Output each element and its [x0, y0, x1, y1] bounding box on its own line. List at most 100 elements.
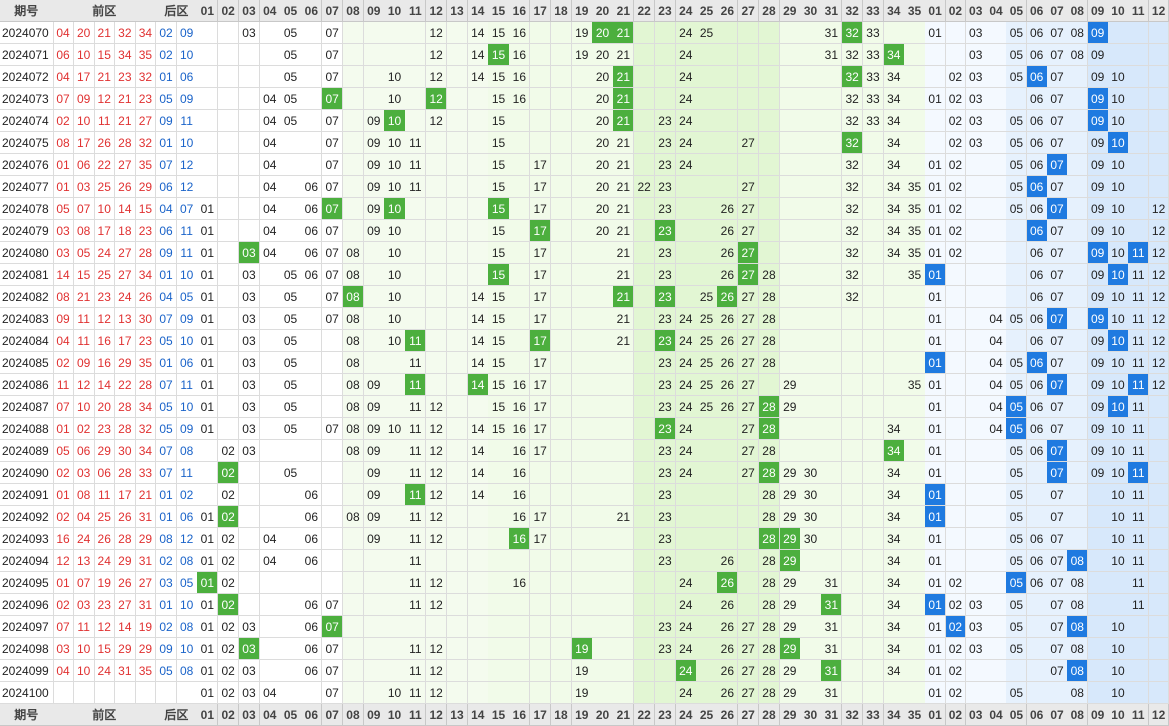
front-zone-cell: [426, 220, 448, 242]
front-zone-cell: 04: [259, 88, 281, 110]
front-zone-cell: [322, 484, 344, 506]
front-zone-cell: [301, 132, 323, 154]
front-zone-cell: [862, 418, 885, 440]
table-row: 2024085 02 09 16 29 35 01 06 01 03 05 08 11 14 15 17 23 2…: [0, 352, 1169, 374]
back-number: 02: [156, 616, 178, 638]
front-zone-cell: [800, 132, 822, 154]
front-zone-cell: [696, 88, 718, 110]
back-zone-cell: [1148, 484, 1169, 506]
back-zone-cell: 01: [925, 330, 946, 352]
front-zone-cell: [238, 220, 261, 242]
table-row: 2024080 03 05 24 27 28 09 11 01 03 04 06 07 08 10 15 17 2…: [0, 242, 1169, 264]
front-zone-cell: 17: [530, 286, 552, 308]
back-zone-cell: 03: [965, 88, 987, 110]
back-number: 07: [156, 308, 178, 330]
front-zone-cell: [862, 242, 885, 264]
front-zone-cell: 09: [363, 198, 385, 220]
front-zone-cell: [800, 88, 822, 110]
front-zone-cell: [634, 528, 656, 550]
front-number: [114, 682, 136, 704]
front-zone-cell: [488, 572, 510, 594]
front-zone-cell: [218, 352, 240, 374]
front-zone-cell: 09: [363, 462, 385, 484]
header-front-col: 02: [218, 704, 240, 726]
back-zone-cell: [1067, 374, 1089, 396]
front-zone-cell: [634, 616, 656, 638]
back-zone-cell: 11: [1128, 572, 1150, 594]
front-zone-cell: 21: [613, 66, 635, 88]
header-front-col: 24: [675, 704, 697, 726]
front-zone-cell: [550, 66, 573, 88]
front-zone-cell: [550, 528, 573, 550]
front-zone-cell: [571, 396, 593, 418]
header-front-col: 10: [384, 0, 406, 22]
front-zone-cell: [259, 330, 281, 352]
back-zone-cell: 11: [1128, 374, 1150, 396]
front-zone-cell: 11: [405, 462, 427, 484]
back-zone-cell: 01: [925, 550, 946, 572]
front-zone-cell: 01: [197, 198, 219, 220]
back-zone-cell: 05: [1006, 484, 1028, 506]
front-zone-cell: [509, 308, 531, 330]
table-row: 2024075 08 17 26 28 32 01 10 04 07 09 10 11 15 20 21 23 2…: [0, 132, 1169, 154]
front-zone-cell: [904, 154, 926, 176]
front-zone-cell: [654, 88, 677, 110]
front-zone-cell: [821, 418, 843, 440]
front-number: 03: [53, 638, 75, 660]
front-zone-cell: 11: [405, 440, 427, 462]
front-zone-cell: 06: [301, 264, 323, 286]
front-zone-cell: [592, 660, 614, 682]
back-zone-cell: 02: [945, 132, 967, 154]
back-zone-cell: 01: [925, 242, 946, 264]
front-zone-cell: 23: [654, 330, 677, 352]
front-zone-cell: [550, 682, 573, 704]
front-zone-cell: [301, 374, 323, 396]
front-zone-cell: [904, 660, 926, 682]
back-number: 10: [176, 396, 198, 418]
front-zone-cell: [738, 66, 760, 88]
back-zone-cell: [1026, 616, 1048, 638]
front-zone-cell: [592, 242, 614, 264]
front-zone-cell: 09: [363, 220, 385, 242]
back-number: 08: [176, 550, 198, 572]
front-zone-cell: [634, 308, 656, 330]
front-zone-cell: [883, 682, 905, 704]
front-zone-cell: [509, 330, 531, 352]
back-zone-cell: 10: [1108, 220, 1129, 242]
front-zone-cell: 11: [405, 638, 427, 660]
back-number: 02: [176, 484, 198, 506]
front-number: 25: [94, 264, 116, 286]
front-zone-cell: 24: [675, 88, 697, 110]
back-zone-cell: 01: [925, 374, 946, 396]
back-zone-cell: 05: [1006, 594, 1028, 616]
front-zone-cell: [197, 484, 219, 506]
back-zone-cell: 12: [1148, 374, 1169, 396]
back-zone-cell: 10: [1108, 286, 1129, 308]
front-zone-cell: [259, 396, 281, 418]
front-zone-cell: 10: [384, 176, 406, 198]
front-zone-cell: [218, 264, 240, 286]
back-zone-cell: 02: [945, 176, 967, 198]
front-zone-cell: 16: [509, 22, 531, 44]
front-zone-cell: [238, 484, 261, 506]
front-zone-cell: 21: [613, 330, 635, 352]
back-zone-cell: 05: [1006, 616, 1028, 638]
front-zone-cell: [904, 22, 926, 44]
front-zone-cell: [613, 374, 635, 396]
front-zone-cell: [758, 88, 781, 110]
front-number: 14: [114, 616, 136, 638]
front-zone-cell: [238, 88, 261, 110]
front-zone-cell: 12: [426, 572, 448, 594]
front-number: 28: [114, 528, 136, 550]
front-zone-cell: 01: [197, 352, 219, 374]
front-zone-cell: [696, 132, 718, 154]
front-zone-cell: 28: [758, 264, 781, 286]
front-zone-cell: 23: [654, 198, 677, 220]
front-zone-cell: [696, 220, 718, 242]
back-zone-cell: [986, 550, 1007, 572]
front-number: 31: [135, 550, 157, 572]
header-back-col: 10: [1108, 0, 1129, 22]
front-zone-cell: [904, 572, 926, 594]
back-zone-cell: 02: [945, 242, 967, 264]
